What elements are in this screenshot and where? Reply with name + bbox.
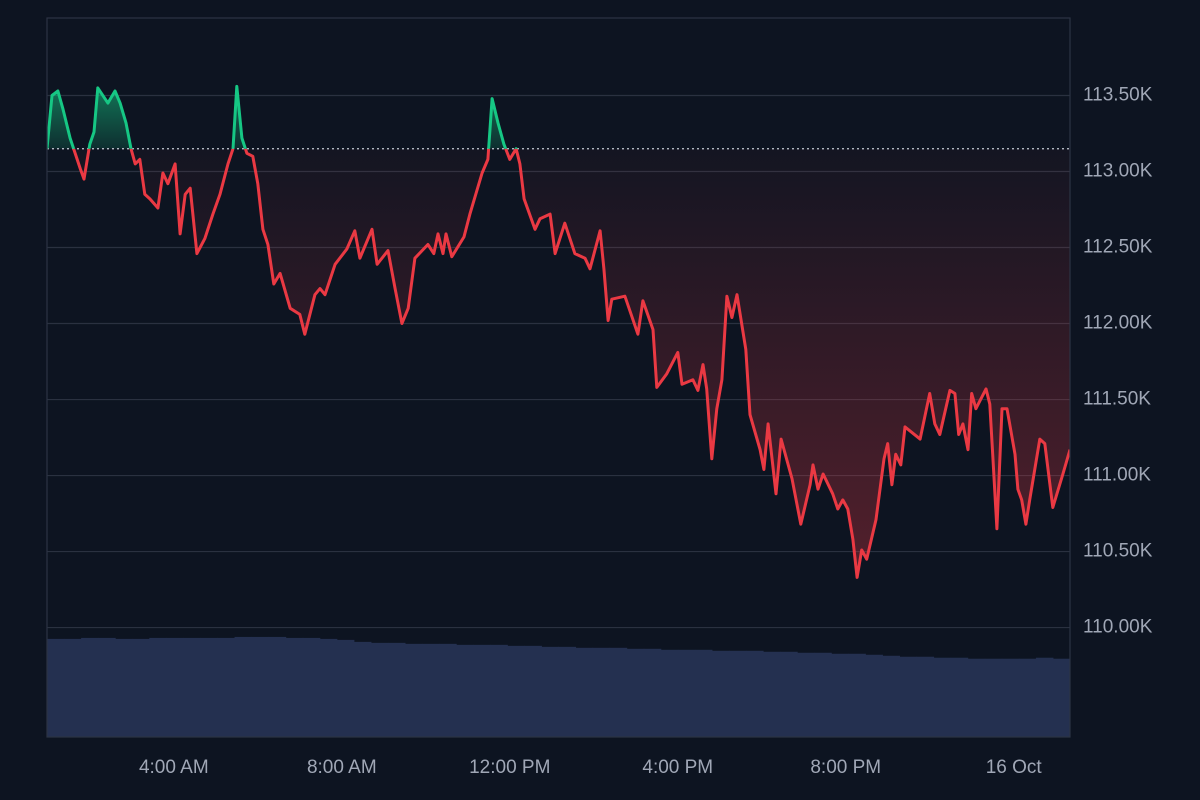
volume-bar bbox=[780, 651, 798, 737]
x-tick-label: 8:00 PM bbox=[810, 757, 881, 778]
volume-bar bbox=[763, 651, 781, 737]
plot-frame bbox=[46, 17, 1071, 738]
volume-bar bbox=[609, 647, 628, 737]
volume-bar bbox=[677, 649, 696, 737]
volume-bar bbox=[865, 654, 883, 737]
volume-bar bbox=[558, 646, 577, 737]
area-down bbox=[73, 148, 1070, 578]
volume-bar bbox=[933, 657, 952, 737]
volume-bar bbox=[166, 637, 184, 737]
y-tick-label: 110.00K bbox=[1083, 617, 1153, 638]
volume-bar bbox=[643, 648, 662, 737]
volume-bar bbox=[797, 652, 815, 737]
volume-bar bbox=[1052, 658, 1071, 737]
volume-bar bbox=[473, 644, 491, 737]
volume-bar bbox=[882, 655, 900, 737]
labels: 110.00K 110.50K 111.00K 111.50K 112.00K 112.5… bbox=[139, 85, 1153, 778]
volume-bar bbox=[439, 643, 457, 737]
volume-bar bbox=[626, 648, 645, 737]
volume-bar bbox=[422, 643, 440, 737]
volume-bar bbox=[64, 638, 82, 737]
volume-bar bbox=[115, 638, 133, 737]
volume-bar bbox=[217, 637, 236, 737]
volume-bar bbox=[234, 636, 253, 737]
volume-bar bbox=[848, 653, 866, 737]
volume-bar bbox=[575, 647, 594, 737]
x-tick-label: 8:00 AM bbox=[307, 757, 377, 778]
volume-bar bbox=[660, 649, 679, 737]
volume-bar bbox=[1018, 658, 1037, 737]
volume-bar bbox=[405, 643, 423, 737]
volume-bar bbox=[711, 650, 730, 737]
volume-bar bbox=[507, 645, 525, 737]
volume-bar bbox=[268, 636, 287, 737]
x-tick-label: 16 Oct bbox=[986, 757, 1043, 778]
volume-bar bbox=[251, 636, 270, 737]
volume-bar bbox=[524, 645, 542, 737]
y-tick-label: 111.00K bbox=[1083, 465, 1151, 486]
y-tick-label: 113.00K bbox=[1083, 161, 1153, 182]
volume-bar bbox=[490, 644, 508, 737]
volume-bar bbox=[353, 641, 372, 737]
volume-bar bbox=[831, 653, 849, 737]
volume-bar bbox=[336, 639, 355, 737]
volume-bar bbox=[1001, 658, 1020, 737]
volume-bar bbox=[47, 638, 65, 737]
volume-bar bbox=[899, 656, 918, 737]
x-tick-label: 4:00 PM bbox=[642, 757, 713, 778]
volume-bar bbox=[916, 656, 935, 737]
volume-bar bbox=[149, 637, 167, 737]
volume-bar bbox=[319, 638, 338, 737]
volume-bar bbox=[81, 637, 99, 737]
y-tick-label: 111.50K bbox=[1083, 389, 1151, 410]
volume-bar bbox=[984, 658, 1003, 737]
volume-bar bbox=[285, 637, 304, 737]
volume-bar bbox=[746, 650, 764, 737]
volume-bar bbox=[814, 652, 832, 737]
volume-bar bbox=[967, 658, 986, 737]
volume-bar bbox=[456, 644, 474, 737]
volume-bar bbox=[183, 637, 201, 737]
volume-bar bbox=[370, 642, 389, 737]
y-tick-label: 112.50K bbox=[1083, 237, 1153, 258]
x-tick-label: 12:00 PM bbox=[469, 757, 550, 778]
volume bbox=[47, 636, 1071, 737]
volume-bar bbox=[729, 650, 747, 737]
frame bbox=[46, 17, 1071, 738]
volume-bar bbox=[694, 649, 713, 737]
price-line-down bbox=[47, 148, 1070, 579]
lines bbox=[47, 84, 1070, 579]
areas bbox=[47, 86, 1070, 578]
volume-bar bbox=[200, 637, 218, 737]
volume-bar bbox=[592, 647, 611, 737]
y-tick-label: 113.50K bbox=[1083, 85, 1153, 106]
volume-bar bbox=[541, 646, 559, 737]
volume-bar bbox=[950, 657, 969, 737]
x-tick-label: 4:00 AM bbox=[139, 757, 209, 778]
volume-bar bbox=[388, 642, 406, 737]
volume-bar bbox=[98, 637, 116, 737]
y-tick-label: 110.50K bbox=[1083, 541, 1153, 562]
volume-bar bbox=[1035, 657, 1054, 737]
volume-bar bbox=[132, 638, 150, 737]
y-tick-label: 112.00K bbox=[1083, 313, 1153, 334]
volume-bar bbox=[302, 637, 321, 737]
